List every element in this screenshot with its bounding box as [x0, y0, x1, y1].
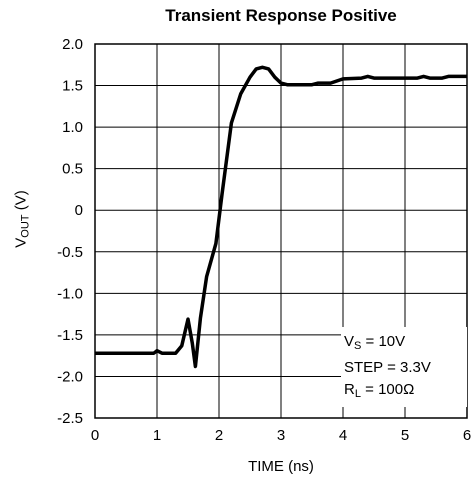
- x-tick-label: 5: [401, 427, 409, 444]
- y-tick-label: 1.0: [62, 119, 83, 136]
- x-tick-label: 6: [463, 427, 471, 444]
- y-tick-label: 0: [75, 202, 83, 219]
- annotation-rl: RL = 100Ω: [344, 379, 467, 405]
- x-tick-label: 2: [215, 427, 223, 444]
- y-tick-label: 2.0: [62, 36, 83, 53]
- y-tick-label: -1.0: [57, 285, 83, 302]
- series-line: [95, 65, 467, 369]
- y-tick-label: 0.5: [62, 161, 83, 178]
- x-tick-label: 4: [339, 427, 347, 444]
- vs-main: V: [344, 333, 355, 350]
- vs-value: = 10V: [361, 333, 406, 350]
- x-tick-label: 3: [277, 427, 285, 444]
- rl-sub: L: [354, 388, 361, 400]
- annotation-box: VS = 10V STEP = 3.3V RL = 100Ω: [341, 327, 467, 407]
- y-tick-label: -0.5: [57, 244, 83, 261]
- vs-sub: S: [354, 340, 362, 352]
- annotation-vs: VS = 10V: [344, 331, 467, 357]
- y-tick-label: -2.5: [57, 410, 83, 427]
- y-tick-label: 1.5: [62, 78, 83, 95]
- plot-frame: [94, 43, 468, 419]
- chart-title: Transient Response Positive: [165, 6, 397, 25]
- rl-main: R: [344, 381, 355, 398]
- x-tick-label: 1: [153, 427, 161, 444]
- tick-labels: 0 1 2 3 4 5 6 2.0 1.5 1.0 0.5 0 -0.5 -1.0 -1.5 -2.0 -2.5: [57, 36, 471, 444]
- annotation-step: STEP = 3.3V: [344, 359, 431, 376]
- y-tick-label: -2.0: [57, 368, 83, 385]
- x-tick-label: 0: [91, 427, 99, 444]
- x-axis-label: TIME (ns): [248, 458, 314, 475]
- y-tick-label: -1.5: [57, 327, 83, 344]
- rl-value: = 100Ω: [360, 381, 415, 398]
